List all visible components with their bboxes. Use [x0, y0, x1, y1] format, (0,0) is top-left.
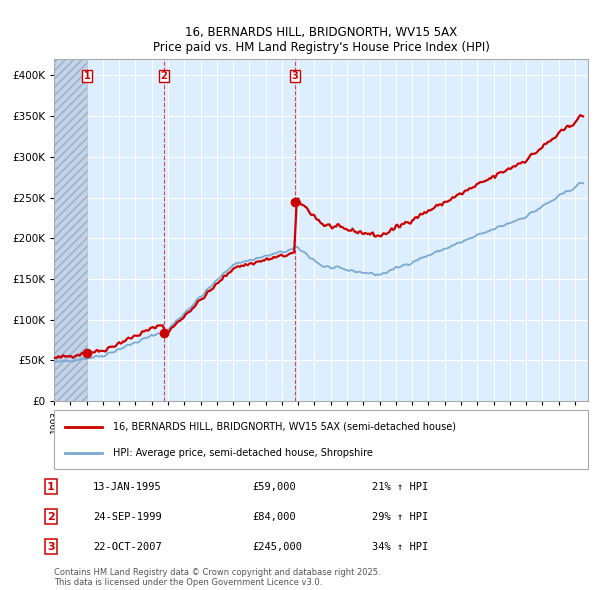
Text: 24-SEP-1999: 24-SEP-1999	[93, 512, 162, 522]
Text: 1: 1	[47, 482, 55, 491]
Text: 2: 2	[47, 512, 55, 522]
Text: 13-JAN-1995: 13-JAN-1995	[93, 482, 162, 491]
Text: £245,000: £245,000	[252, 542, 302, 552]
Text: 3: 3	[292, 71, 299, 81]
Text: 16, BERNARDS HILL, BRIDGNORTH, WV15 5AX (semi-detached house): 16, BERNARDS HILL, BRIDGNORTH, WV15 5AX …	[113, 422, 456, 431]
Text: 21% ↑ HPI: 21% ↑ HPI	[372, 482, 428, 491]
Text: 3: 3	[47, 542, 55, 552]
Text: 29% ↑ HPI: 29% ↑ HPI	[372, 512, 428, 522]
Bar	[54, 59, 87, 401]
Text: 22-OCT-2007: 22-OCT-2007	[93, 542, 162, 552]
Title: 16, BERNARDS HILL, BRIDGNORTH, WV15 5AX
Price paid vs. HM Land Registry's House : 16, BERNARDS HILL, BRIDGNORTH, WV15 5AX …	[152, 26, 490, 54]
Text: 2: 2	[160, 71, 167, 81]
Text: Contains HM Land Registry data © Crown copyright and database right 2025.
This d: Contains HM Land Registry data © Crown c…	[54, 568, 380, 587]
Text: 1: 1	[84, 71, 91, 81]
Text: 34% ↑ HPI: 34% ↑ HPI	[372, 542, 428, 552]
Text: £59,000: £59,000	[252, 482, 296, 491]
Text: £84,000: £84,000	[252, 512, 296, 522]
Text: HPI: Average price, semi-detached house, Shropshire: HPI: Average price, semi-detached house,…	[113, 448, 373, 457]
FancyBboxPatch shape	[54, 410, 588, 469]
